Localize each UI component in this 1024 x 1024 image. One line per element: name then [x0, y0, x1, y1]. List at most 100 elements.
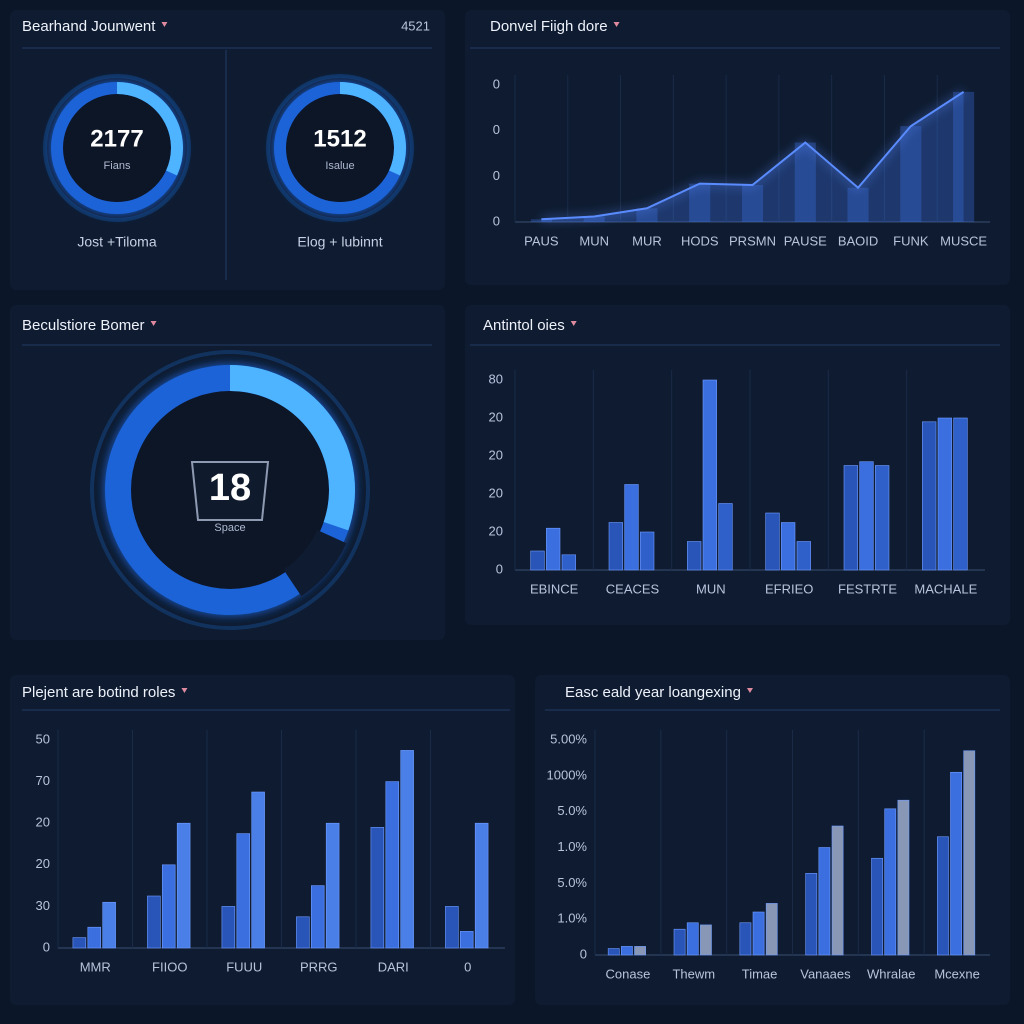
y-tick-label: 5.0%	[557, 803, 587, 818]
bar	[624, 484, 639, 571]
title-icon	[161, 22, 168, 27]
gauge-halo	[90, 350, 370, 630]
y-tick-label: 70	[36, 773, 50, 788]
bar	[739, 922, 752, 956]
area-column	[847, 187, 869, 222]
bar	[102, 901, 116, 949]
area-column	[583, 216, 605, 222]
bar	[370, 827, 385, 949]
y-tick-label: 0	[493, 122, 500, 137]
y-tick-label: 50	[36, 731, 50, 746]
area-column	[530, 219, 552, 222]
gauge-highlight	[229, 365, 355, 531]
bar	[72, 937, 87, 949]
x-tick-label: MACHALE	[914, 581, 977, 596]
panel-title: Easc eald year loangexing	[565, 684, 741, 701]
bar	[953, 417, 968, 571]
x-tick-label: EBINCE	[530, 581, 579, 596]
bar	[884, 808, 897, 956]
y-tick-label: 0	[493, 76, 500, 91]
title-icon	[746, 688, 753, 693]
title-icon	[613, 22, 620, 27]
gauge-halo	[43, 74, 191, 222]
bar	[221, 906, 236, 949]
bar	[950, 771, 962, 956]
y-tick-label: 0	[580, 946, 587, 961]
y-tick-label: 5.00%	[550, 731, 587, 746]
x-tick-label: EFRIEO	[765, 581, 813, 596]
bar	[325, 822, 340, 949]
gauge-label: Fians	[104, 160, 131, 172]
bar	[937, 836, 949, 956]
gauge-caption: Jost +Tiloma	[77, 234, 156, 250]
area-column	[741, 185, 764, 222]
bar	[459, 931, 474, 949]
bar	[634, 946, 646, 956]
bar	[176, 822, 191, 949]
title-icon	[150, 321, 157, 326]
bar	[251, 791, 265, 949]
bar	[718, 503, 733, 571]
y-tick-label: 1.0%	[557, 839, 587, 854]
bar	[752, 911, 765, 956]
bar	[147, 895, 161, 949]
y-tick-label: 20	[489, 485, 503, 500]
x-tick-label: Mcexne	[934, 966, 980, 981]
gauge-label: Space	[214, 522, 245, 534]
area-column	[953, 91, 975, 222]
x-tick-label: Conase	[606, 966, 651, 981]
gauge-highlight	[339, 82, 406, 176]
bar	[963, 750, 976, 956]
y-tick-label: 30	[36, 898, 50, 913]
bar	[897, 799, 910, 956]
bar	[385, 781, 399, 949]
bar	[686, 922, 699, 956]
x-tick-label: Vanaaes	[800, 966, 851, 981]
gauge-value: 2177	[90, 125, 143, 152]
area-column	[794, 142, 816, 222]
y-tick-label: 20	[36, 856, 50, 871]
bar	[805, 872, 818, 956]
bar	[937, 417, 952, 571]
x-tick-label: MUN	[696, 581, 726, 596]
x-tick-label: FESTRTE	[838, 581, 897, 596]
bar	[621, 946, 633, 956]
bar	[843, 465, 858, 571]
y-tick-label: 0	[496, 561, 503, 576]
bar	[796, 541, 811, 571]
gauge-value: 1512	[313, 125, 366, 152]
panel-title: Beculstiore Bomer	[22, 317, 145, 334]
gauge-halo	[266, 74, 414, 222]
area-column	[636, 208, 658, 222]
bar	[607, 948, 620, 956]
bar	[561, 554, 576, 571]
x-tick-label: MUSCE	[940, 233, 987, 248]
bar	[687, 541, 702, 571]
bar	[162, 864, 176, 949]
y-tick-label: 20	[489, 523, 503, 538]
y-tick-label: 80	[489, 371, 503, 386]
y-tick-label: 1000%	[547, 767, 588, 782]
x-tick-label: FUUU	[226, 959, 262, 974]
title-icon	[181, 688, 188, 693]
x-tick-label: Timae	[742, 966, 778, 981]
panel-title: Antintol oies	[483, 317, 565, 334]
x-tick-label: DARI	[378, 959, 409, 974]
bar	[700, 924, 712, 956]
bar	[673, 928, 686, 956]
area-column	[900, 126, 922, 222]
y-tick-label: 20	[489, 409, 503, 424]
bar	[236, 833, 251, 949]
bar	[474, 822, 489, 949]
bar	[530, 550, 545, 571]
bar	[608, 522, 623, 571]
x-tick-label: PAUS	[524, 233, 559, 248]
bar	[859, 461, 874, 571]
x-tick-label: MUR	[632, 233, 662, 248]
bar	[296, 916, 310, 949]
gauge-label: Isalue	[325, 160, 354, 172]
x-tick-label: CEACES	[606, 581, 660, 596]
bar	[546, 527, 561, 571]
